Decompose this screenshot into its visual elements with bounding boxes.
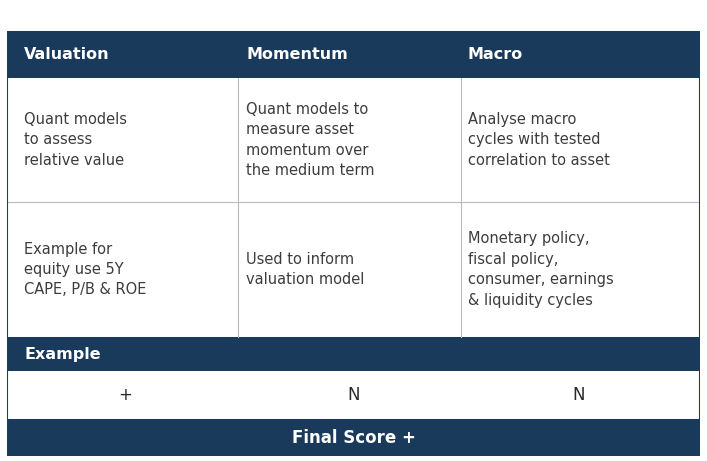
- Text: Example for
equity use 5Y
CAPE, P/B & ROE: Example for equity use 5Y CAPE, P/B & RO…: [24, 242, 147, 297]
- Bar: [7, 419, 700, 456]
- Text: N: N: [347, 386, 360, 404]
- Bar: [7, 31, 700, 78]
- Text: Quant models to
measure asset
momentum over
the medium term: Quant models to measure asset momentum o…: [246, 102, 375, 178]
- Text: N: N: [573, 386, 585, 404]
- Bar: [7, 372, 700, 419]
- Bar: [7, 337, 700, 372]
- Text: Monetary policy,
fiscal policy,
consumer, earnings
& liquidity cycles: Monetary policy, fiscal policy, consumer…: [468, 231, 614, 307]
- Text: Final Score +: Final Score +: [291, 429, 416, 447]
- Text: Analyse macro
cycles with tested
correlation to asset: Analyse macro cycles with tested correla…: [468, 112, 609, 168]
- Text: Valuation: Valuation: [24, 47, 110, 62]
- Text: Example: Example: [24, 347, 101, 362]
- Text: +: +: [118, 386, 132, 404]
- Bar: [7, 78, 700, 337]
- Text: Momentum: Momentum: [246, 47, 348, 62]
- Text: Macro: Macro: [468, 47, 523, 62]
- Text: Quant models
to assess
relative value: Quant models to assess relative value: [24, 112, 127, 168]
- Text: Used to inform
valuation model: Used to inform valuation model: [246, 252, 365, 287]
